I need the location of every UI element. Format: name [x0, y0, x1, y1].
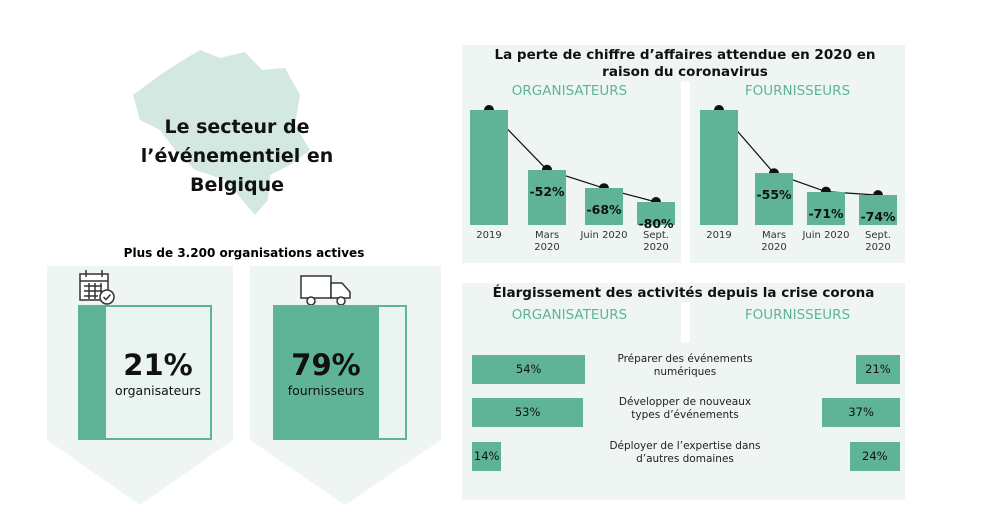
series-header: FOURNISSEURS [744, 307, 851, 323]
map-belgium [133, 50, 310, 215]
bar [585, 188, 623, 225]
loss-title: La perte de chiffre d’affaires attendue … [494, 47, 876, 80]
series-header: ORGANISATEURS [511, 307, 628, 323]
share-fill [78, 305, 107, 440]
bar [859, 195, 897, 225]
value-label: 54% [515, 362, 542, 376]
share-label: organisateurs [115, 383, 201, 398]
value-label: -80% [638, 216, 674, 231]
share-value: 79% [291, 348, 361, 382]
bar [755, 173, 793, 225]
bar [472, 355, 586, 384]
activity-label: Développer de nouveaux types d’événement… [618, 396, 752, 421]
value-label: 24% [862, 449, 888, 463]
trend-line [718, 109, 879, 196]
activity-label: Déployer de l’expertise dans d’autres do… [609, 440, 761, 465]
bar [822, 398, 900, 427]
x-tick-label: Sept. 2020 [643, 230, 669, 253]
value-label: 37% [848, 405, 874, 419]
bar [700, 110, 738, 225]
bar [472, 398, 584, 427]
bar [472, 442, 502, 471]
x-tick-label: Mars 2020 [534, 230, 560, 253]
chart-subtitle: ORGANISATEURS [511, 83, 628, 99]
calendar-icon [79, 270, 115, 305]
trend-line [488, 109, 657, 203]
activity-label: Préparer des événements numériques [617, 353, 753, 378]
value-label: -74% [860, 209, 896, 225]
x-tick-label: 2019 [476, 230, 502, 241]
share-fill [273, 305, 379, 440]
x-tick-label: Mars 2020 [761, 230, 787, 253]
bar [637, 202, 675, 225]
chart-subtitle: FOURNISSEURS [744, 83, 851, 99]
value-label: -52% [529, 183, 565, 199]
value-label: -68% [586, 202, 622, 218]
page-title: Le secteur de l’événementiel en Belgique [140, 116, 334, 196]
x-tick-label: Sept. 2020 [865, 230, 891, 253]
value-label: 14% [473, 449, 500, 463]
value-label: 53% [514, 405, 541, 419]
bar [807, 191, 845, 225]
bar [528, 169, 566, 225]
value-label: -71% [808, 205, 844, 221]
truck-icon [300, 275, 351, 306]
x-tick-label: Juin 2020 [580, 230, 628, 241]
bar [470, 110, 508, 225]
value-label: -55% [756, 187, 792, 203]
bar [849, 442, 900, 471]
panel-gap [681, 302, 690, 342]
share-label: fournisseurs [287, 383, 365, 398]
value-label: 21% [865, 362, 891, 376]
bar [855, 355, 900, 384]
panel-gap [681, 82, 690, 263]
share-value: 21% [123, 348, 193, 382]
x-tick-label: 2019 [706, 230, 732, 241]
x-tick-label: Juin 2020 [802, 230, 850, 241]
expansion-title: Élargissement des activités depuis la cr… [492, 285, 875, 301]
section-title: Plus de 3.200 organisations actives [123, 246, 365, 260]
